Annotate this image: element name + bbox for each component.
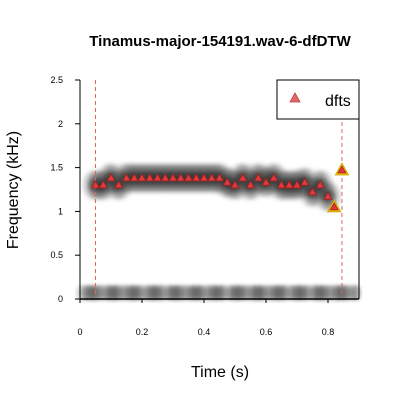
data-point bbox=[145, 173, 155, 182]
data-point bbox=[261, 177, 271, 186]
data-point bbox=[315, 180, 325, 189]
y-tick-label: 1 bbox=[58, 206, 63, 216]
legend: dfts bbox=[276, 79, 360, 120]
data-point bbox=[98, 180, 108, 189]
data-point bbox=[253, 173, 263, 182]
legend-entry-dfts: dfts bbox=[325, 93, 351, 110]
data-point bbox=[152, 173, 163, 182]
data-point bbox=[129, 173, 139, 182]
data-point bbox=[284, 180, 294, 189]
data-point bbox=[337, 165, 347, 174]
data-point bbox=[230, 180, 240, 189]
data-point bbox=[191, 173, 201, 182]
data-point bbox=[323, 191, 333, 200]
data-point bbox=[214, 173, 225, 182]
x-tick-label: 0.8 bbox=[322, 327, 335, 337]
noise-band bbox=[350, 284, 361, 301]
data-point bbox=[160, 173, 170, 182]
data-point bbox=[183, 173, 194, 182]
data-point bbox=[207, 173, 217, 182]
y-tick-label: 0.5 bbox=[50, 250, 63, 260]
y-axis-label: Frequency (kHz) bbox=[5, 131, 22, 249]
data-point bbox=[292, 180, 302, 189]
y-tick-label: 2 bbox=[58, 119, 63, 129]
data-point bbox=[199, 173, 209, 182]
data-point bbox=[168, 173, 178, 182]
legend-marker bbox=[289, 92, 301, 103]
data-point bbox=[307, 187, 318, 196]
x-tick-label: 0 bbox=[77, 327, 82, 337]
data-point bbox=[269, 173, 279, 182]
data-point bbox=[276, 180, 287, 189]
data-point bbox=[137, 173, 147, 182]
data-point bbox=[222, 177, 232, 186]
data-point bbox=[300, 177, 310, 186]
x-axis-label: Time (s) bbox=[191, 364, 249, 381]
data-point bbox=[176, 173, 186, 182]
data-points bbox=[90, 162, 350, 213]
data-point bbox=[106, 173, 116, 182]
legend-box bbox=[276, 79, 360, 120]
data-point bbox=[90, 180, 101, 189]
chart-title: Tinamus-major-154191.wav-6-dfDTW bbox=[89, 33, 351, 50]
y-tick-label: 0 bbox=[58, 294, 63, 304]
x-tick-label: 0.6 bbox=[260, 327, 273, 337]
data-point bbox=[238, 173, 248, 182]
x-tick-label: 0.4 bbox=[198, 327, 211, 337]
data-point bbox=[329, 201, 339, 211]
data-point bbox=[121, 173, 132, 182]
x-tick-label: 0.2 bbox=[136, 327, 149, 337]
y-tick-label: 1.5 bbox=[50, 163, 63, 173]
data-point bbox=[114, 180, 124, 189]
data-point bbox=[245, 180, 256, 189]
y-tick-label: 2.5 bbox=[50, 75, 63, 85]
